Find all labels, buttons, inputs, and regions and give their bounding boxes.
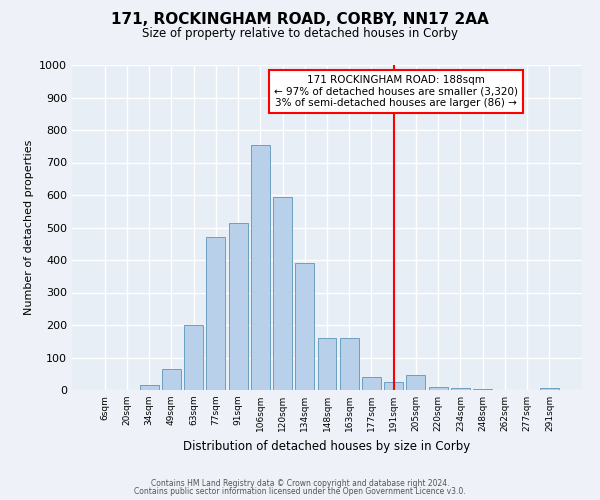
Bar — [273, 196, 292, 390]
Bar — [540, 388, 559, 390]
Bar — [362, 377, 381, 390]
Bar — [429, 387, 448, 390]
Bar — [162, 369, 181, 390]
X-axis label: Distribution of detached houses by size in Corby: Distribution of detached houses by size … — [184, 440, 470, 452]
Text: Size of property relative to detached houses in Corby: Size of property relative to detached ho… — [142, 28, 458, 40]
Text: 171 ROCKINGHAM ROAD: 188sqm
← 97% of detached houses are smaller (3,320)
3% of s: 171 ROCKINGHAM ROAD: 188sqm ← 97% of det… — [274, 74, 518, 108]
Bar — [206, 238, 225, 390]
Bar — [406, 376, 425, 390]
Text: 171, ROCKINGHAM ROAD, CORBY, NN17 2AA: 171, ROCKINGHAM ROAD, CORBY, NN17 2AA — [111, 12, 489, 28]
Bar — [317, 338, 337, 390]
Bar — [229, 222, 248, 390]
Bar — [340, 338, 359, 390]
Y-axis label: Number of detached properties: Number of detached properties — [23, 140, 34, 315]
Bar — [384, 382, 403, 390]
Bar — [251, 144, 270, 390]
Bar — [184, 325, 203, 390]
Text: Contains public sector information licensed under the Open Government Licence v3: Contains public sector information licen… — [134, 487, 466, 496]
Bar — [295, 263, 314, 390]
Text: Contains HM Land Registry data © Crown copyright and database right 2024.: Contains HM Land Registry data © Crown c… — [151, 478, 449, 488]
Bar — [451, 388, 470, 390]
Bar — [140, 385, 158, 390]
